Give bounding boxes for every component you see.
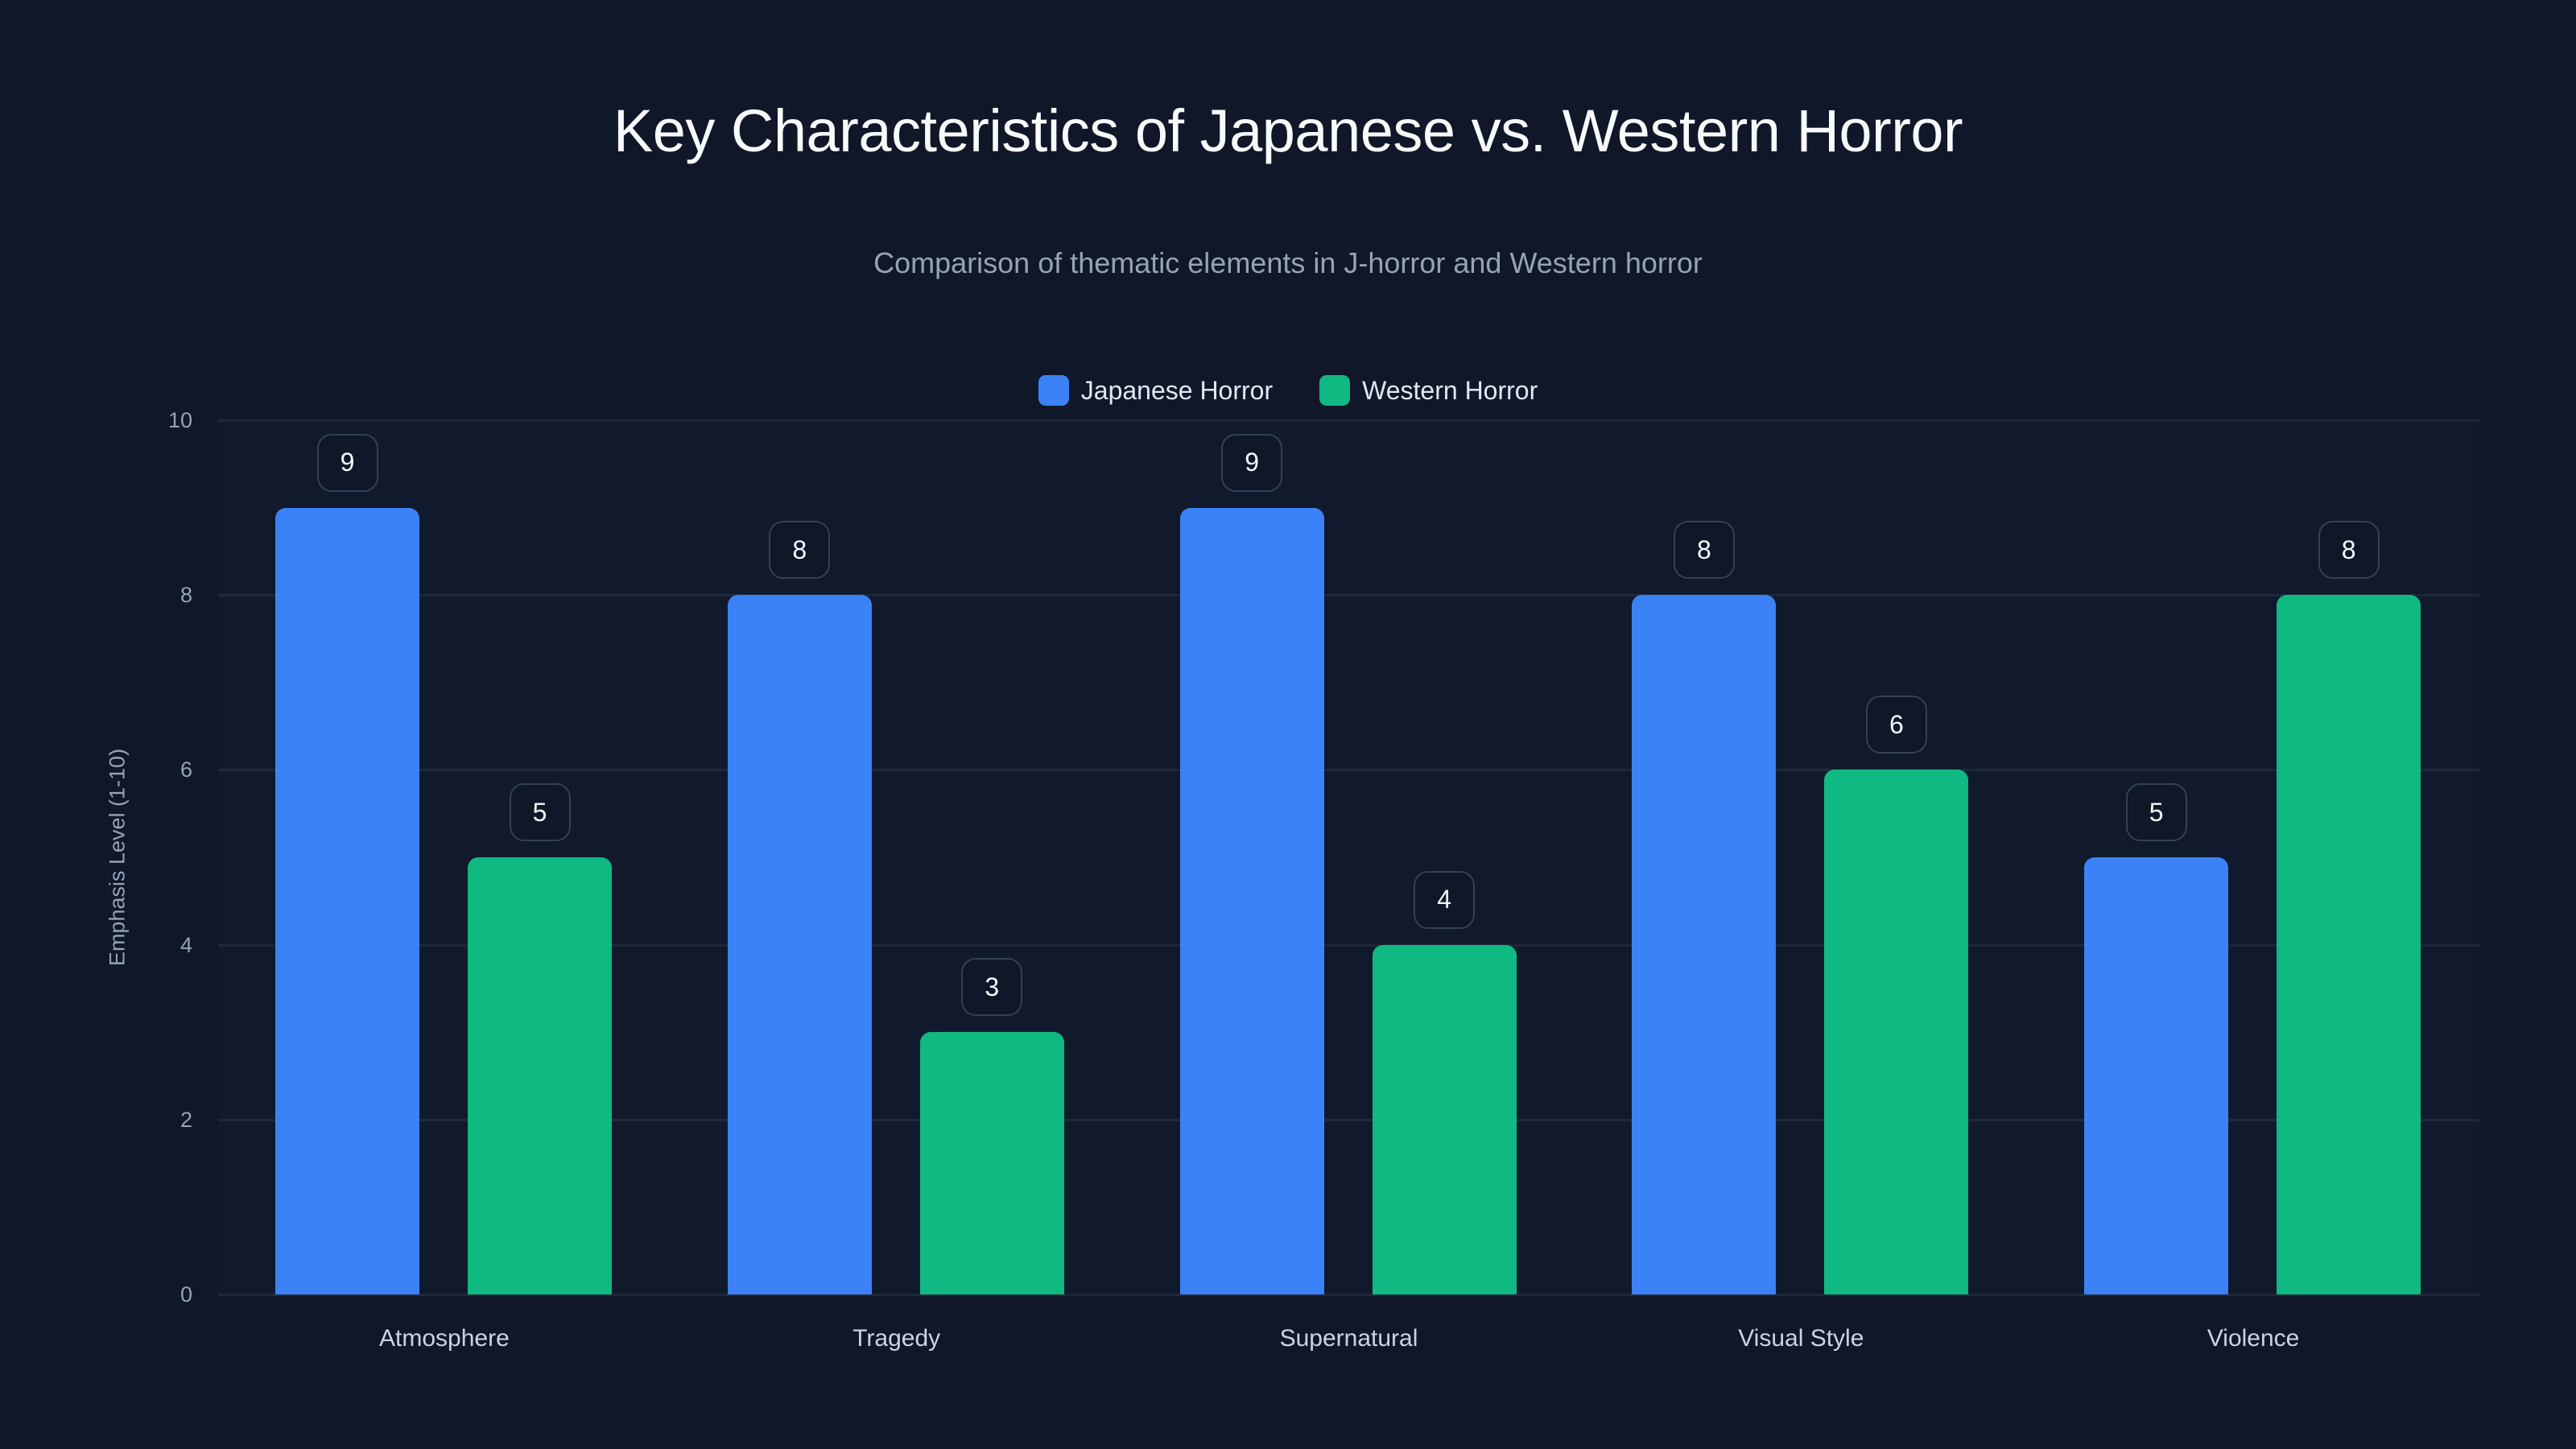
value-label: 8 [1673, 521, 1735, 580]
bar-atmosphere-western[interactable] [468, 857, 612, 1294]
chart-title: Key Characteristics of Japanese vs. West… [613, 97, 1963, 164]
gridline-8 [218, 594, 2479, 597]
legend-swatch-western [1319, 375, 1351, 406]
y-tick-label: 2 [180, 1107, 192, 1132]
bar-atmosphere-japanese[interactable] [275, 507, 419, 1294]
y-axis-title: Emphasis Level (1-10) [105, 748, 130, 967]
value-label: 8 [769, 521, 831, 580]
legend-label-japanese: Japanese Horror [1080, 376, 1274, 405]
y-tick-label: 0 [180, 1282, 192, 1307]
gridline-2 [218, 1118, 2479, 1121]
value-label: 9 [1221, 433, 1283, 492]
value-label: 9 [316, 433, 378, 492]
y-tick-label: 8 [180, 583, 192, 608]
y-tick-label: 6 [180, 758, 192, 782]
bar-violence-japanese[interactable] [2084, 857, 2229, 1294]
value-label: 3 [961, 958, 1023, 1017]
legend-label-western: Western Horror [1362, 376, 1538, 405]
gridline-10 [218, 419, 2479, 422]
gridline-4 [218, 943, 2479, 947]
value-label: 5 [509, 783, 571, 841]
y-tick-label: 4 [180, 932, 192, 957]
bar-tragedy-japanese[interactable] [727, 595, 872, 1294]
value-label: 6 [1865, 696, 1927, 754]
bar-supernatural-western[interactable] [1372, 944, 1517, 1294]
x-tick-label: Supernatural [1279, 1325, 1418, 1352]
x-tick-label: Atmosphere [379, 1325, 510, 1352]
bar-visual-style-japanese[interactable] [1632, 595, 1777, 1294]
legend-item-western-horror[interactable]: Western Horror [1319, 375, 1538, 406]
chart-subtitle: Comparison of thematic elements in J-hor… [873, 246, 1703, 279]
legend: Japanese Horror Western Horror [0, 375, 2576, 406]
bar-violence-western[interactable] [2277, 595, 2421, 1294]
legend-swatch-japanese [1038, 375, 1069, 406]
value-label: 8 [2318, 521, 2380, 580]
value-label: 5 [2125, 783, 2187, 841]
legend-item-japanese-horror[interactable]: Japanese Horror [1038, 375, 1273, 406]
y-tick-label: 10 [167, 408, 192, 432]
bar-supernatural-japanese[interactable] [1179, 507, 1324, 1294]
value-label: 4 [1414, 870, 1476, 929]
bar-visual-style-western[interactable] [1824, 770, 1969, 1294]
gridline-0 [218, 1294, 2479, 1296]
x-tick-label: Tragedy [852, 1325, 941, 1352]
x-tick-label: Visual Style [1738, 1325, 1864, 1352]
gridline-6 [218, 769, 2479, 772]
bar-tragedy-western[interactable] [919, 1032, 1064, 1294]
x-tick-label: Violence [2207, 1325, 2300, 1352]
